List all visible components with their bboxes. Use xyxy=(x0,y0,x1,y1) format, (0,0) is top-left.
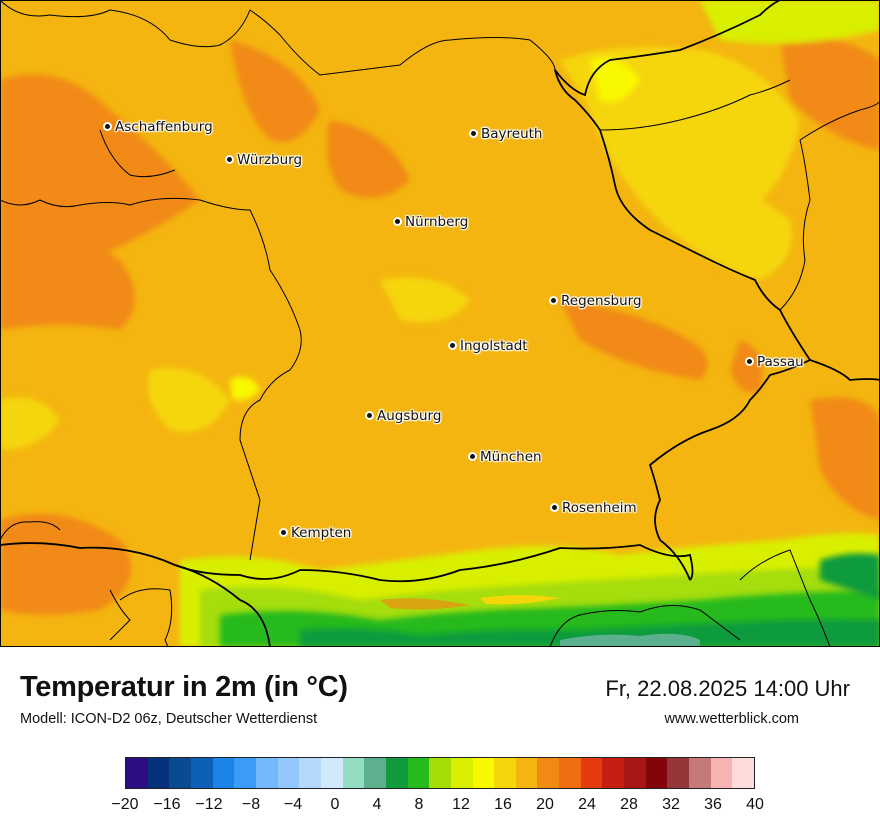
legend-color-swatch xyxy=(277,758,300,788)
legend-color-swatch xyxy=(732,758,755,788)
city-dot xyxy=(745,356,754,366)
city-dot xyxy=(225,154,234,164)
city-regensburg: Regensburg xyxy=(549,293,642,309)
legend-color-swatch xyxy=(320,758,343,788)
city-dot xyxy=(448,340,457,350)
city-rosenheim: Rosenheim xyxy=(550,500,637,516)
legend-color-swatch xyxy=(255,758,278,788)
city-nuernberg: Nürnberg xyxy=(393,214,468,230)
legend-tick-label: −20 xyxy=(111,796,139,813)
city-label: Bayreuth xyxy=(481,126,543,142)
legend-tick-label: 20 xyxy=(536,796,554,813)
legend-color-swatch xyxy=(407,758,430,788)
city-dot xyxy=(279,527,288,537)
legend-tick-label: 32 xyxy=(662,796,680,813)
legend-color-swatch xyxy=(645,758,668,788)
city-ingolstadt: Ingolstadt xyxy=(448,338,528,354)
legend-color-swatch xyxy=(429,758,451,788)
legend-color-swatch xyxy=(342,758,365,788)
city-bayreuth: Bayreuth xyxy=(469,126,543,142)
legend-color-swatch xyxy=(559,758,581,788)
legend-color-swatch xyxy=(602,758,625,788)
city-aschaffenburg: Aschaffenburg xyxy=(103,119,213,135)
legend-color-swatch xyxy=(624,758,646,788)
legend-tick-label: −12 xyxy=(195,796,223,813)
city-label: Passau xyxy=(757,354,804,370)
city-dot xyxy=(468,451,477,461)
color-legend-bar xyxy=(125,757,755,789)
legend-tick-label: 24 xyxy=(578,796,596,813)
legend-tick-label: −16 xyxy=(153,796,181,813)
city-label: Rosenheim xyxy=(562,500,637,516)
legend-color-swatch xyxy=(385,758,408,788)
legend-color-swatch xyxy=(190,758,213,788)
city-label: München xyxy=(480,449,542,465)
legend-color-swatch xyxy=(212,758,235,788)
city-label: Würzburg xyxy=(237,152,303,168)
map-title: Temperatur in 2m (in °C) xyxy=(20,671,348,703)
legend-color-swatch xyxy=(147,758,170,788)
legend-color-swatch xyxy=(710,758,733,788)
legend-color-swatch xyxy=(689,758,711,788)
legend-color-swatch xyxy=(299,758,321,788)
temperature-regions xyxy=(0,0,880,615)
city-label: Nürnberg xyxy=(405,214,469,230)
legend-tick-label: 40 xyxy=(746,796,764,813)
forecast-datetime: Fr, 22.08.2025 14:00 Uhr xyxy=(605,676,850,701)
legend-color-swatch xyxy=(364,758,386,788)
legend-color-swatch xyxy=(169,758,191,788)
legend-tick-label: −8 xyxy=(241,796,261,813)
legend-tick-label: 36 xyxy=(704,796,722,813)
legend-color-swatch xyxy=(472,758,495,788)
legend-color-swatch xyxy=(580,758,603,788)
city-label: Kempten xyxy=(291,525,352,541)
legend-tick-label: 16 xyxy=(494,796,512,813)
temperature-map xyxy=(0,0,880,647)
city-dot xyxy=(103,121,112,131)
legend-tick-label: 12 xyxy=(452,796,470,813)
city-wuerzburg: Würzburg xyxy=(225,152,302,168)
legend-tick-label: 8 xyxy=(414,796,424,813)
city-label: Augsburg xyxy=(377,408,442,424)
city-dot xyxy=(550,502,559,512)
city-label: Aschaffenburg xyxy=(115,119,213,135)
city-muenchen: München xyxy=(468,449,542,465)
legend-tick-label: 4 xyxy=(372,796,382,813)
city-dot xyxy=(469,128,478,138)
borders xyxy=(0,0,880,647)
city-label: Ingolstadt xyxy=(460,338,528,354)
legend-color-swatch xyxy=(515,758,538,788)
city-passau: Passau xyxy=(745,354,804,370)
color-legend-ticks: −20 −16 −12 −8 −4 0 4 8 12 16 20 24 28 32 36 40 xyxy=(111,796,763,818)
legend-tick-label: 0 xyxy=(330,796,340,813)
legend-color-swatch xyxy=(234,758,256,788)
legend-color-swatch xyxy=(537,758,560,788)
city-dot xyxy=(365,410,374,420)
city-augsburg: Augsburg xyxy=(365,408,441,424)
legend-color-swatch xyxy=(494,758,516,788)
model-info: Modell: ICON-D2 06z, Deutscher Wetterdie… xyxy=(20,711,318,727)
website-label: www.wetterblick.com xyxy=(664,711,799,727)
city-dot xyxy=(393,216,402,226)
alps-region xyxy=(180,533,880,647)
legend-color-swatch xyxy=(450,758,473,788)
legend-color-swatch xyxy=(126,758,148,788)
city-kempten: Kempten xyxy=(279,525,351,541)
legend-color-swatch xyxy=(667,758,690,788)
legend-tick-label: 28 xyxy=(620,796,638,813)
city-dot xyxy=(549,295,558,305)
city-label: Regensburg xyxy=(561,293,642,309)
legend-tick-label: −4 xyxy=(283,796,303,813)
